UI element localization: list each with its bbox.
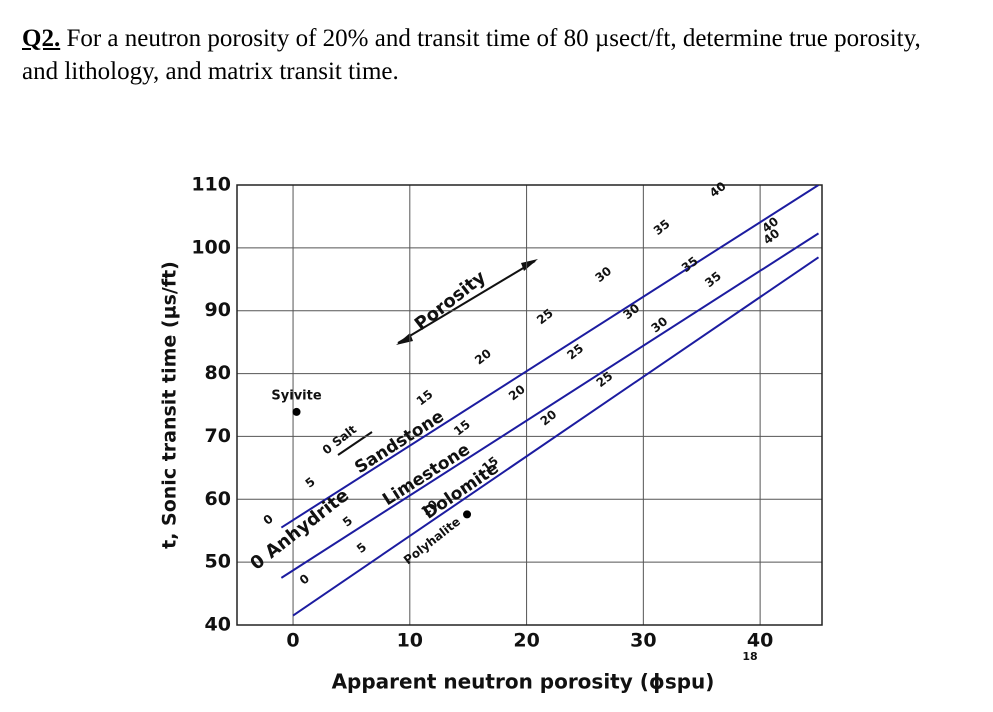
point: [292, 407, 301, 416]
arrow-head: [396, 333, 413, 345]
annotation: 20: [472, 346, 494, 367]
x-tick-label: 10: [397, 630, 423, 652]
point-label: Syivite: [271, 388, 321, 403]
annotation: 5: [303, 474, 318, 490]
x-tick-label: 20: [513, 630, 539, 652]
annotation: 0: [261, 512, 276, 528]
question-text: For a neutron porosity of 20% and transi…: [22, 25, 921, 85]
annotation: 0: [297, 571, 312, 587]
plot-frame: [236, 184, 823, 626]
y-tick-label: 80: [205, 362, 231, 384]
x-tick-label: 0: [286, 630, 299, 652]
annotation: Porosity: [411, 267, 490, 335]
annotation: 5: [354, 540, 369, 556]
annotation: 30: [592, 264, 614, 285]
annotation: 30: [620, 301, 642, 322]
series-line: [292, 256, 820, 617]
annotation: 15: [451, 417, 473, 438]
annotation: 0 Salt: [320, 422, 360, 457]
annotation: 0 Anhydrite: [246, 485, 353, 575]
footnote: 18: [742, 650, 757, 663]
annotation: 15: [414, 387, 436, 408]
arrow-head: [521, 259, 538, 271]
y-tick-label: 100: [191, 236, 231, 258]
question-number: Q2.: [22, 25, 61, 52]
annotation: 35: [702, 269, 724, 290]
x-tick-label: 40: [747, 630, 773, 652]
annotation: 30: [648, 314, 670, 335]
y-tick-label: 50: [205, 551, 231, 573]
y-tick-label: 90: [205, 299, 231, 321]
y-tick-label: 60: [205, 488, 231, 510]
x-axis-label: Apparent neutron porosity (ϕspu): [332, 670, 715, 694]
annotation: 20: [506, 382, 528, 403]
salt-line: [337, 431, 373, 456]
y-tick-label: 40: [205, 614, 231, 636]
y-axis-label: t, Sonic transit time (µs/ft): [159, 261, 181, 549]
annotation: 25: [594, 369, 616, 390]
y-tick-label: 110: [191, 174, 231, 196]
annotation: 40: [707, 179, 729, 200]
x-tick-label: 30: [630, 630, 656, 652]
question: Q2. For a neutron porosity of 20% and tr…: [22, 22, 962, 88]
series-line: [280, 232, 820, 579]
point: [463, 510, 472, 519]
porosity-arrow: [397, 260, 536, 344]
annotation: 35: [651, 217, 673, 238]
series-line: [280, 185, 820, 529]
annotation: 5: [340, 513, 355, 529]
annotation: 25: [534, 306, 556, 327]
y-tick-label: 70: [205, 425, 231, 447]
